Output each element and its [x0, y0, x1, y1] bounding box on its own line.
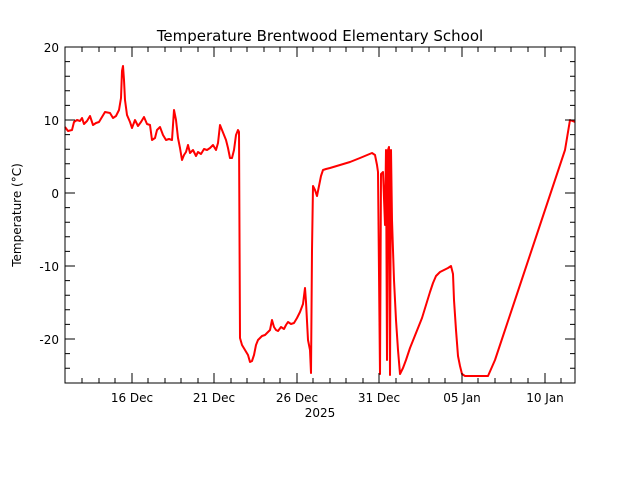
- x-axis: [81, 47, 562, 383]
- y-axis: [65, 46, 575, 369]
- x-tick-label: 16 Dec: [111, 391, 153, 405]
- y-tick-label: 10: [44, 114, 59, 128]
- x-axis-label: 2025: [305, 406, 336, 420]
- y-tick-label: 0: [51, 187, 59, 201]
- x-tick-label: 31 Dec: [358, 391, 400, 405]
- chart-title: Temperature Brentwood Elementary School: [156, 27, 483, 45]
- y-tick-label: -20: [39, 333, 59, 347]
- x-tick-labels: 16 Dec 21 Dec 26 Dec 31 Dec 05 Jan 10 Ja…: [111, 391, 564, 405]
- y-tick-labels: 20 10 0 -10 -20: [39, 41, 59, 347]
- y-tick-label: 20: [44, 41, 59, 55]
- plot-area: [64, 65, 576, 377]
- x-tick-label: 21 Dec: [193, 391, 235, 405]
- x-tick-label: 26 Dec: [276, 391, 318, 405]
- x-tick-label: 05 Jan: [443, 391, 481, 405]
- temperature-line: [64, 65, 576, 377]
- y-axis-label: Temperature (°C): [10, 163, 24, 268]
- plot-frame: [64, 46, 576, 384]
- y-tick-label: -10: [39, 260, 59, 274]
- x-tick-label: 10 Jan: [526, 391, 564, 405]
